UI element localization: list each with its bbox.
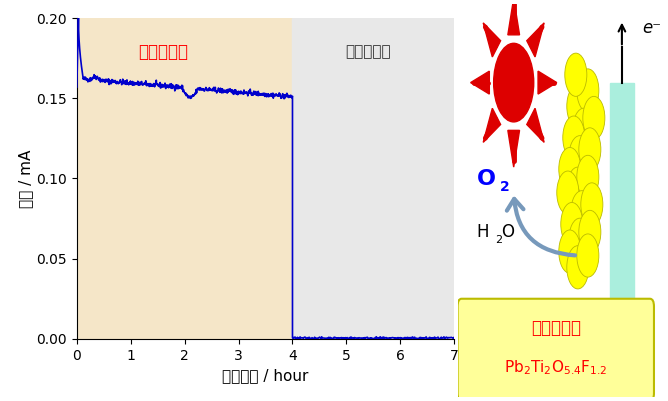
Polygon shape bbox=[471, 71, 490, 94]
Circle shape bbox=[566, 167, 589, 210]
X-axis label: 反応時間 / hour: 反応時間 / hour bbox=[222, 368, 309, 383]
Bar bbox=[293, 18, 454, 339]
Polygon shape bbox=[508, 0, 520, 35]
Circle shape bbox=[560, 203, 583, 246]
Polygon shape bbox=[527, 108, 544, 142]
Circle shape bbox=[566, 85, 589, 128]
Bar bbox=[610, 83, 634, 303]
Text: O: O bbox=[477, 169, 496, 189]
Text: 太陽光照射: 太陽光照射 bbox=[138, 43, 188, 61]
Polygon shape bbox=[483, 108, 500, 142]
Circle shape bbox=[562, 116, 585, 159]
Circle shape bbox=[577, 234, 599, 277]
Y-axis label: 電流 / mA: 電流 / mA bbox=[19, 149, 33, 208]
Circle shape bbox=[577, 155, 599, 198]
Circle shape bbox=[578, 210, 601, 253]
Circle shape bbox=[583, 96, 605, 140]
Polygon shape bbox=[483, 23, 500, 57]
Circle shape bbox=[581, 183, 603, 226]
Circle shape bbox=[577, 69, 599, 112]
FancyArrowPatch shape bbox=[507, 199, 575, 255]
Circle shape bbox=[566, 246, 589, 289]
Text: 2: 2 bbox=[495, 235, 502, 245]
Circle shape bbox=[559, 230, 581, 273]
Polygon shape bbox=[527, 23, 544, 57]
Circle shape bbox=[494, 43, 534, 122]
Text: H: H bbox=[477, 223, 489, 241]
FancyBboxPatch shape bbox=[458, 299, 654, 401]
Bar bbox=[77, 18, 293, 339]
Text: 2: 2 bbox=[500, 180, 510, 194]
Polygon shape bbox=[508, 130, 520, 167]
Circle shape bbox=[565, 53, 587, 96]
Circle shape bbox=[569, 218, 591, 261]
Text: 酸フッ化物: 酸フッ化物 bbox=[531, 319, 580, 337]
Circle shape bbox=[569, 136, 591, 179]
Text: $\mathrm{Pb_2Ti_2O_{5.4}F_{1.2}}$: $\mathrm{Pb_2Ti_2O_{5.4}F_{1.2}}$ bbox=[504, 358, 607, 377]
Text: O: O bbox=[501, 223, 514, 241]
Circle shape bbox=[570, 191, 593, 234]
Circle shape bbox=[578, 128, 601, 171]
Circle shape bbox=[559, 148, 581, 191]
Circle shape bbox=[572, 108, 595, 152]
Text: e⁻: e⁻ bbox=[642, 18, 661, 36]
Text: 光照射無し: 光照射無し bbox=[345, 44, 391, 59]
Polygon shape bbox=[538, 71, 557, 94]
Circle shape bbox=[557, 171, 579, 214]
